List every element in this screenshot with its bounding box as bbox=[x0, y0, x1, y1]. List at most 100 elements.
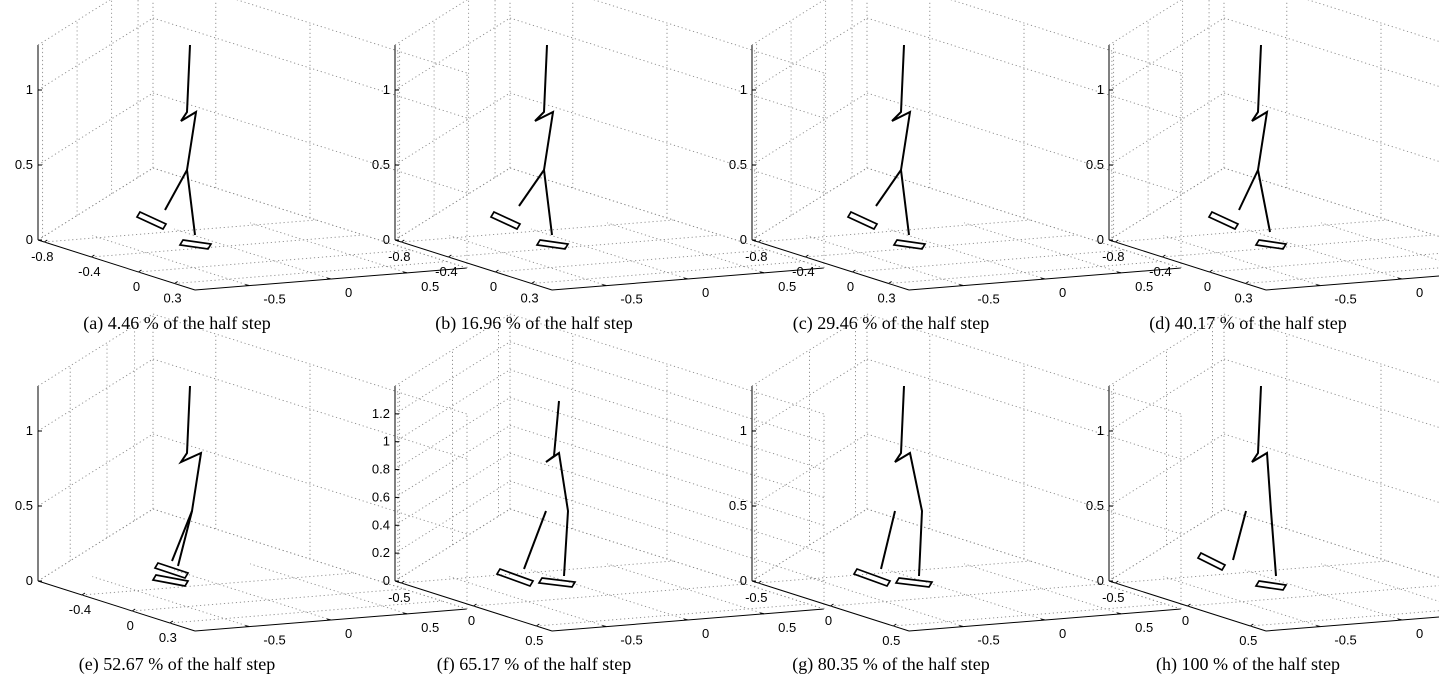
swing-leg-line bbox=[523, 510, 547, 570]
floor-grid-line bbox=[92, 235, 250, 287]
subplot-caption: (b) 16.96 % of the half step bbox=[435, 313, 632, 334]
stance-foot bbox=[537, 577, 577, 588]
wall-grid-line bbox=[394, 508, 511, 582]
robot-body-line bbox=[891, 44, 912, 236]
y-axis-line bbox=[1265, 275, 1439, 291]
floor-grid-line bbox=[1321, 563, 1439, 602]
wall-edge bbox=[1108, 0, 1182, 46]
y-tick-label: 0.5 bbox=[421, 279, 439, 294]
z-tick-label: 0 bbox=[26, 232, 33, 247]
swing-leg-line bbox=[518, 169, 545, 207]
z-tick-label: 0.5 bbox=[729, 498, 747, 513]
wall-grid-line bbox=[866, 433, 1182, 535]
robot-body-line bbox=[894, 385, 924, 577]
x-tick bbox=[91, 254, 95, 258]
z-tick-label: 1 bbox=[383, 434, 390, 449]
x-tick bbox=[401, 580, 405, 584]
z-tick-label: 0.4 bbox=[372, 517, 390, 532]
wall-grid-line bbox=[509, 369, 825, 471]
swing-foot bbox=[852, 567, 892, 588]
z-tick-label: 1 bbox=[1097, 423, 1104, 438]
wall-grid-line bbox=[1108, 92, 1225, 166]
floor-grid-line bbox=[250, 563, 408, 615]
x-tick-label: 0 bbox=[468, 613, 475, 628]
wall-edge bbox=[394, 313, 511, 387]
y-tick-label: -0.5 bbox=[620, 292, 642, 307]
stance-foot bbox=[151, 574, 190, 587]
x-tick-label: 0.3 bbox=[164, 291, 182, 306]
wall-grid-line bbox=[394, 452, 511, 526]
wall-edge bbox=[394, 0, 468, 46]
floor-grid-line bbox=[1321, 222, 1439, 261]
y-tick-label: -0.5 bbox=[977, 633, 999, 648]
y-tick bbox=[602, 284, 607, 287]
x-tick bbox=[852, 269, 856, 273]
subplot-g: 0 0.5 1 -0.5 0 0.5 -0.5 0 0.5 (g) 80.35 % of the … bbox=[729, 313, 1182, 675]
floor-grid-line bbox=[138, 249, 411, 273]
z-tick-label: 0.5 bbox=[15, 157, 33, 172]
subplot-d: 0 0.5 1 -0.8 -0.4 0 0.3 -0.5 0 0.5 (d) 40.17 % of … bbox=[1086, 0, 1439, 334]
y-tick bbox=[683, 277, 689, 280]
floor-grid-line bbox=[830, 583, 1103, 607]
y-tick bbox=[245, 284, 250, 287]
floor-grid-line bbox=[401, 560, 674, 584]
swing-foot bbox=[846, 210, 879, 231]
swing-foot bbox=[135, 210, 168, 231]
subplot-caption: (c) 29.46 % of the half step bbox=[793, 313, 989, 334]
y-tick bbox=[760, 271, 765, 274]
z-tick-label: 0 bbox=[26, 573, 33, 588]
x-tick bbox=[495, 269, 499, 273]
x-tick bbox=[830, 603, 834, 607]
floor-grid-line bbox=[531, 261, 804, 284]
subplot-caption: (a) 4.46 % of the half step bbox=[83, 313, 270, 334]
wall-grid-line bbox=[37, 358, 154, 432]
x-tick-label: 0.5 bbox=[882, 633, 900, 648]
x-tick bbox=[169, 620, 174, 624]
wall-grid-line bbox=[751, 433, 868, 507]
wall-grid-line bbox=[37, 508, 154, 582]
robot-body-line bbox=[177, 385, 203, 567]
y-tick bbox=[403, 271, 408, 274]
x-tick-label: -0.4 bbox=[435, 264, 457, 279]
wall-grid-line bbox=[866, 358, 1182, 460]
z-tick-label: 0 bbox=[740, 573, 747, 588]
x-tick bbox=[81, 592, 86, 596]
x-tick-label: 0.3 bbox=[521, 291, 539, 306]
wall-grid-line bbox=[509, 167, 825, 269]
subplot-e: 0 0.5 1 -0.4 0 0.3 -0.5 0 0.5 (e) 52.67 % of the … bbox=[15, 313, 468, 675]
z-tick-label: 1 bbox=[26, 423, 33, 438]
y-tick-label: -0.5 bbox=[977, 292, 999, 307]
x-tick-label: 0.5 bbox=[1239, 633, 1257, 648]
subplot-caption: (g) 80.35 % of the half step bbox=[792, 654, 989, 675]
z-tick-label: 1 bbox=[26, 82, 33, 97]
floor-grid-line bbox=[852, 249, 1125, 273]
x-tick-label: 0.3 bbox=[1235, 291, 1253, 306]
wall-grid-line bbox=[37, 167, 154, 241]
x-tick-label: 0.3 bbox=[159, 630, 177, 645]
floor-grid-line bbox=[1244, 228, 1403, 280]
wall-grid-line bbox=[394, 369, 511, 443]
wall-grid-line bbox=[152, 17, 468, 119]
swing-leg-line bbox=[171, 510, 193, 562]
robot-body-line bbox=[1251, 385, 1277, 577]
wall-grid-line bbox=[509, 92, 825, 194]
wall-edge bbox=[950, 0, 1182, 74]
z-tick-label: 0 bbox=[383, 573, 390, 588]
x-tick-label: 0 bbox=[1182, 613, 1189, 628]
y-tick bbox=[1117, 271, 1122, 274]
x-axis-line bbox=[1108, 239, 1267, 291]
z-tick-label: 0 bbox=[383, 232, 390, 247]
wall-edge bbox=[1307, 0, 1439, 42]
wall-grid-line bbox=[152, 358, 468, 460]
y-tick bbox=[1040, 618, 1046, 621]
floor-grid-line bbox=[758, 219, 1031, 243]
subplot-caption: (e) 52.67 % of the half step bbox=[79, 654, 275, 675]
x-tick bbox=[805, 254, 809, 258]
wall-edge bbox=[1223, 313, 1439, 383]
swing-leg-line bbox=[1238, 169, 1259, 211]
y-tick bbox=[326, 618, 332, 621]
y-tick-label: 0 bbox=[345, 285, 352, 300]
z-tick-label: 0.5 bbox=[15, 498, 33, 513]
floor-grid-line bbox=[449, 235, 607, 287]
